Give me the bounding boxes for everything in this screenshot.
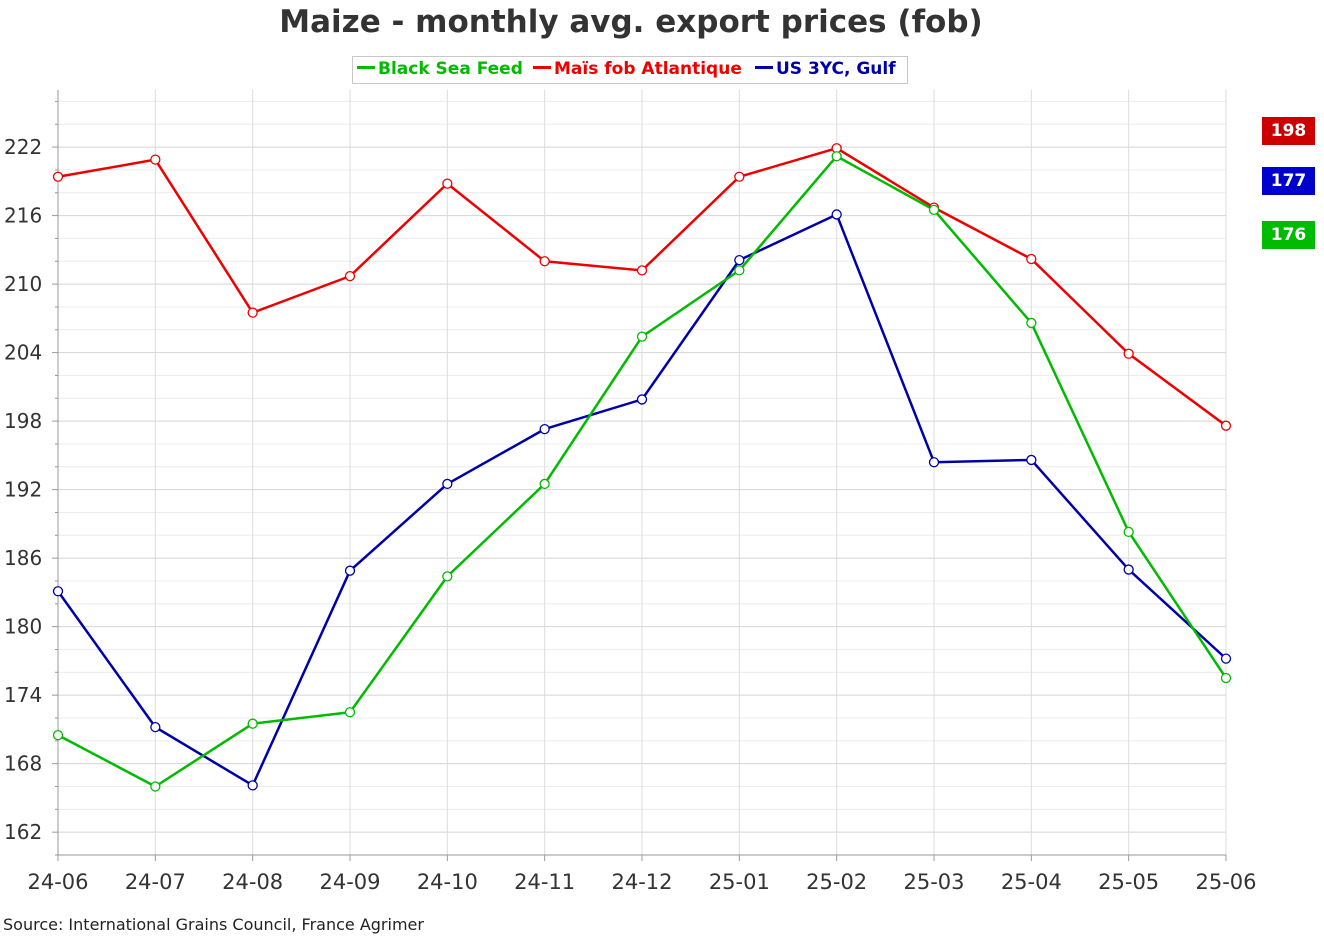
data-point-us-gulf	[539, 423, 550, 435]
data-point-us-gulf	[344, 565, 356, 576]
axis-layer: 162 168 174 180 186 192 198 204 210 216 222 24-06 24…	[4, 90, 1257, 894]
data-point-black-sea	[1026, 317, 1037, 329]
data-point-mais-fob	[344, 270, 356, 282]
data-point-black-sea	[247, 718, 258, 729]
x-tick-label: 25-01	[709, 870, 770, 894]
series-layer	[52, 143, 1232, 792]
y-tick-label: 216	[4, 204, 42, 228]
data-point-us-gulf	[1026, 454, 1037, 466]
x-tick-label: 24-12	[611, 870, 672, 894]
data-point-us-gulf	[734, 254, 745, 266]
data-point-us-gulf	[247, 780, 258, 791]
legend-label-us-gulf: US 3YC, Gulf	[776, 59, 896, 79]
end-label-mais-fob: 198	[1262, 117, 1315, 145]
data-point-black-sea	[344, 707, 356, 718]
x-tick-label: 24-09	[319, 870, 380, 894]
data-point-mais-fob	[734, 171, 745, 182]
x-tick-label: 25-06	[1195, 870, 1256, 894]
data-point-black-sea	[442, 571, 453, 582]
y-tick-label: 186	[4, 546, 42, 570]
data-point-mais-fob	[52, 171, 64, 182]
data-point-us-gulf	[52, 586, 64, 597]
y-tick-label: 174	[4, 683, 42, 707]
data-point-us-gulf	[928, 457, 940, 468]
y-tick-label: 168	[4, 752, 42, 776]
legend: Black Sea Feed Maïs fob Atlantique US 3Y…	[352, 56, 908, 84]
data-point-black-sea	[1123, 526, 1134, 538]
data-point-mais-fob	[1026, 253, 1037, 265]
y-tick-label: 198	[4, 409, 42, 433]
x-tick-label: 24-06	[27, 870, 88, 894]
y-tick-label: 222	[4, 135, 42, 159]
data-point-us-gulf	[1123, 564, 1134, 575]
data-point-mais-fob	[442, 178, 453, 189]
data-point-us-gulf	[831, 209, 842, 220]
legend-label-black-sea: Black Sea Feed	[378, 59, 523, 79]
y-tick-label: 180	[4, 615, 42, 639]
data-point-black-sea	[539, 478, 550, 490]
data-point-black-sea	[831, 151, 842, 162]
data-point-mais-fob	[1220, 420, 1232, 431]
y-tick-label: 192	[4, 478, 42, 502]
legend-item-us-gulf[interactable]: US 3YC, Gulf	[755, 59, 896, 79]
legend-label-mais-fob: Maïs fob Atlantique	[554, 59, 742, 79]
grid-layer	[57, 90, 1227, 856]
legend-swatch-black-sea	[357, 65, 375, 69]
data-point-mais-fob	[1123, 348, 1134, 359]
x-tick-label: 24-07	[125, 870, 186, 894]
data-point-black-sea	[52, 729, 64, 741]
data-point-mais-fob	[247, 307, 258, 318]
x-tick-label: 25-02	[806, 870, 867, 894]
data-point-us-gulf	[150, 721, 161, 733]
data-point-black-sea	[734, 265, 745, 276]
y-tick-label: 162	[4, 820, 42, 844]
data-point-black-sea	[928, 204, 940, 216]
data-point-us-gulf	[442, 478, 453, 490]
x-tick-label: 25-05	[1098, 870, 1159, 894]
x-tick-label: 24-10	[417, 870, 478, 894]
data-point-black-sea	[636, 331, 648, 342]
legend-item-black-sea[interactable]: Black Sea Feed	[357, 59, 523, 79]
data-point-us-gulf	[1220, 653, 1232, 664]
y-tick-label: 210	[4, 272, 42, 296]
source-note: Source: International Grains Council, Fr…	[3, 915, 424, 934]
legend-swatch-mais-fob	[533, 65, 551, 69]
chart-title: Maize - monthly avg. export prices (fob)	[279, 4, 983, 40]
data-point-mais-fob	[539, 256, 550, 267]
data-point-mais-fob	[150, 154, 161, 165]
legend-swatch-us-gulf	[755, 65, 773, 69]
data-point-black-sea	[1220, 672, 1232, 684]
end-label-black-sea: 176	[1262, 221, 1315, 249]
x-tick-label: 24-11	[514, 870, 575, 894]
end-label-us-gulf: 177	[1262, 167, 1315, 195]
data-point-us-gulf	[636, 394, 648, 405]
y-tick-label: 204	[4, 341, 42, 365]
x-tick-label: 24-08	[222, 870, 283, 894]
data-point-mais-fob	[636, 265, 648, 276]
x-tick-label: 25-03	[903, 870, 964, 894]
data-point-black-sea	[150, 781, 161, 792]
x-tick-label: 25-04	[1001, 870, 1062, 894]
legend-item-mais-fob[interactable]: Maïs fob Atlantique	[533, 59, 742, 79]
